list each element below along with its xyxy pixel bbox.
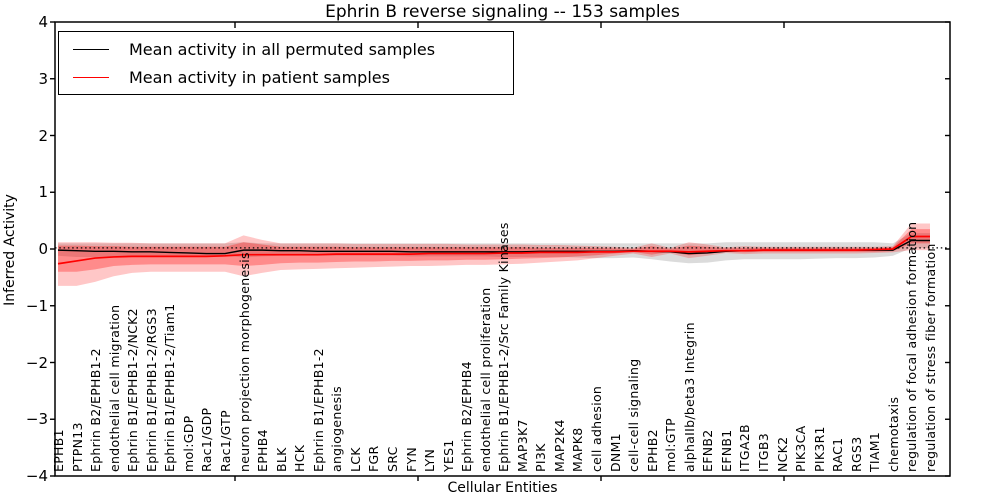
x-tick-label: mol:GDP [180,415,196,472]
patient-line-sample [73,76,109,78]
x-tick-label: Ephrin B2/EPHB1-2 [88,348,104,472]
x-tick-label: FYN [403,446,419,472]
x-tick-label: MAP2K4 [551,419,567,472]
y-tick-label: −1 [25,296,48,315]
patient-mean-line [57,235,930,265]
legend-item-patient: Mean activity in patient samples [73,68,513,87]
y-tick-label: 1 [38,183,48,202]
x-tick-label: PIK3CA [793,425,809,472]
x-tick-label: Rac1/GDP [199,407,215,472]
x-tick-label: Ephrin B2/EPHB4 [459,361,475,472]
x-tick-label: angiogenesis [329,386,345,472]
permuted-line-sample [73,48,109,50]
x-tick-label: EPHB2 [644,429,660,472]
x-tick-label: ITGB3 [756,432,772,472]
x-tick-label: EPHB4 [255,429,271,472]
y-tick-label: 3 [38,69,48,88]
x-tick-label: LYN [422,448,438,472]
x-tick-label: FGR [366,445,382,472]
x-tick-label: SRC [384,446,400,472]
x-tick-label: Ephrin B1/EPHB1-2/RGS3 [143,308,159,472]
patient-samples-range-inner-band [58,229,930,272]
x-tick-label: alphaIIb/beta3 Integrin [681,322,697,472]
y-tick-label: −3 [25,410,48,429]
x-tick-label: NCK2 [774,436,790,472]
x-tick-label: MAP3K7 [514,419,530,472]
x-tick-label: PI3K [533,443,549,472]
x-tick-label: mol:GTP [663,417,679,472]
x-tick-label: Ephrin B1/EPHB1-2 [310,348,326,472]
y-tick-label: −4 [25,467,48,485]
x-tick-label: EFNB1 [718,429,734,472]
x-tick-label: endothelial cell migration [106,304,122,472]
patient-samples-range-outer-band [58,223,930,286]
x-tick-label: TIAM1 [867,431,883,472]
y-tick-label: 2 [38,126,48,145]
x-tick-label: regulation of stress fiber formation [923,243,938,472]
x-tick-label: endothelial cell proliferation [477,287,493,472]
legend: Mean activity in all permuted samples Me… [58,31,514,95]
x-tick-label: ITGA2B [737,424,753,472]
x-tick-label: LCK [347,447,363,472]
x-axis-label: Cellular Entities [447,480,558,496]
x-tick-label: Ephrin B1/EPHB1-2/NCK2 [125,308,141,472]
x-tick-label: MAPK8 [570,427,586,472]
x-tick-label: PTPN13 [69,422,85,472]
x-tick-label: RAC1 [830,437,846,472]
x-tick-label: Ephrin B1/EPHB1-2/Src Family Kinases [496,222,512,472]
x-tick-label: Ephrin B1/EPHB1-2/Tiam1 [162,303,178,472]
y-tick-label: 4 [38,13,48,31]
y-tick-label: 0 [38,240,48,258]
x-tick-label: cell adhesion [589,385,605,472]
x-tick-label: DNM1 [607,433,623,472]
legend-label: Mean activity in all permuted samples [129,39,436,59]
x-tick-label: Rac1/GTP [217,410,233,472]
x-tick-label: chemotaxis [885,396,901,472]
x-tick-label: BLK [273,447,289,472]
legend-label: Mean activity in patient samples [129,67,390,87]
x-tick-label: cell-cell signaling [626,358,642,472]
x-tick-label: neuron projection morphogenesis [236,252,252,472]
x-tick-label: RGS3 [848,436,864,472]
x-tick-label: HCK [292,444,308,472]
chart-title: Ephrin B reverse signaling -- 153 sample… [325,2,680,22]
x-tick-label: regulation of focal adhesion formation [904,221,920,472]
x-tick-label: EPHB1 [51,429,66,472]
legend-item-permuted: Mean activity in all permuted samples [73,40,513,59]
y-tick-label: −2 [25,353,48,372]
x-tick-label: EFNB2 [700,429,716,472]
x-tick-label: YES1 [440,439,456,472]
x-tick-label: PIK3R1 [811,426,827,472]
